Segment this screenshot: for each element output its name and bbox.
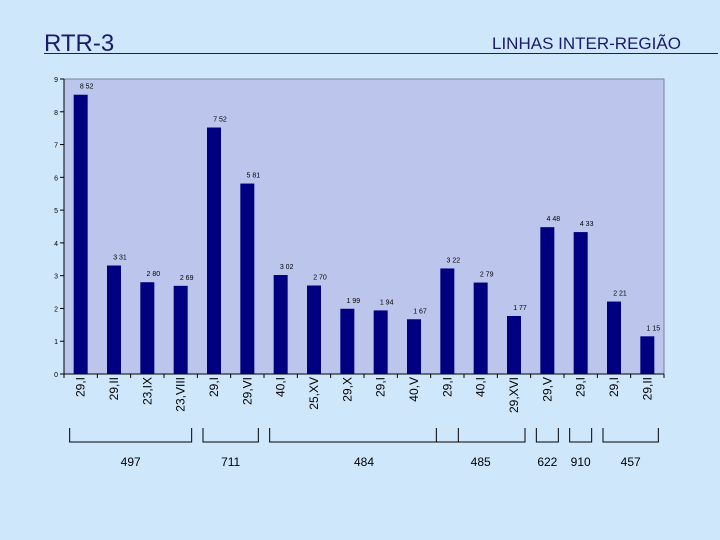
- y-tick-label: 4: [54, 241, 58, 248]
- bar: [307, 285, 321, 374]
- title-underline: [44, 53, 718, 54]
- bar-value-label: 1 77: [513, 305, 527, 312]
- bar: [373, 310, 388, 374]
- x-tick-label: 23,IX: [140, 377, 154, 405]
- y-tick-label: 2: [54, 306, 58, 313]
- x-tick-label: 29,X: [340, 377, 354, 402]
- group-bracket: [269, 428, 459, 443]
- group-bracket: [435, 428, 526, 443]
- bar-value-label: 2 80: [147, 271, 161, 278]
- bar-value-label: 5 81: [247, 173, 261, 180]
- y-tick-label: 0: [54, 372, 58, 379]
- group-total-label: 622: [537, 455, 557, 469]
- group-bracket: [569, 428, 593, 443]
- x-tick-label: 29,VI: [240, 377, 254, 405]
- bar: [340, 308, 355, 374]
- x-tick-label: 40,I: [474, 377, 488, 397]
- x-tick-label: 40,I: [274, 377, 288, 397]
- bar-value-label: 2 21: [613, 291, 627, 298]
- bar-value-label: 7 52: [213, 117, 227, 124]
- bar: [207, 127, 221, 374]
- bar-value-label: 8 52: [80, 84, 94, 91]
- bar: [440, 268, 455, 374]
- group-total-label: 910: [571, 455, 591, 469]
- bar: [607, 301, 621, 374]
- group-total-label: 484: [354, 455, 374, 469]
- plot-area: [63, 78, 665, 375]
- bar-value-label: 1 67: [413, 308, 427, 315]
- page-title: RTR-3: [44, 30, 115, 57]
- y-tick-label: 9: [54, 77, 58, 84]
- group-total-label: 457: [621, 455, 641, 469]
- bar-value-label: 1 99: [347, 298, 361, 305]
- bar-value-label: 3 02: [280, 264, 294, 271]
- y-tick-label: 5: [54, 208, 58, 215]
- y-tick-label: 1: [54, 339, 58, 346]
- y-tick-label: 8: [54, 110, 58, 117]
- bar-value-label: 4 48: [547, 216, 561, 223]
- x-tick-label: 23,VIII: [174, 377, 188, 412]
- y-tick-label: 7: [54, 143, 58, 150]
- x-tick-label: 29,I: [607, 377, 621, 397]
- bar: [107, 265, 121, 374]
- x-tick-label: 29,XVI: [507, 377, 521, 413]
- bar: [140, 282, 155, 374]
- x-tick-label: 25,XV: [307, 377, 321, 410]
- group-bracket: [69, 428, 193, 443]
- bar: [540, 227, 555, 374]
- bar: [473, 282, 488, 374]
- bar-value-label: 3 22: [447, 257, 461, 264]
- bar-value-label: 2 69: [180, 275, 194, 282]
- y-tick-label: 3: [54, 274, 58, 281]
- bar: [73, 94, 88, 374]
- bar: [273, 275, 288, 374]
- bar: [173, 285, 188, 374]
- bar-value-label: 4 33: [580, 221, 594, 228]
- group-total-label: 485: [471, 455, 491, 469]
- group-bracket: [535, 428, 559, 443]
- x-tick-label: 29,I: [74, 377, 88, 397]
- group-bracket: [602, 428, 659, 443]
- bar: [240, 183, 255, 374]
- bar-value-label: 1 94: [380, 299, 394, 306]
- page-subtitle: LINHAS INTER-REGIÃO: [492, 34, 681, 53]
- y-tick-label: 6: [54, 175, 58, 182]
- x-tick-label: 29,I: [440, 377, 454, 397]
- x-tick-label: 29,I: [207, 377, 221, 397]
- group-bracket: [202, 428, 259, 443]
- group-total-label: 497: [121, 455, 141, 469]
- bar: [407, 319, 421, 374]
- x-tick-label: 29,V: [540, 377, 554, 402]
- group-total-label: 711: [221, 455, 240, 469]
- bar-value-label: 2 79: [480, 272, 494, 279]
- x-tick-label: 29,I: [574, 377, 588, 397]
- bar: [507, 315, 521, 374]
- bar: [640, 336, 655, 374]
- bar-value-label: 2 70: [313, 275, 327, 282]
- bar-value-label: 1 15: [647, 325, 661, 332]
- x-tick-label: 29,II: [640, 377, 654, 400]
- bar: [573, 232, 588, 374]
- x-tick-label: 29,II: [107, 377, 121, 400]
- bar-value-label: 3 31: [113, 255, 127, 262]
- x-tick-label: 40,V: [407, 377, 421, 402]
- x-tick-label: 29,I: [374, 377, 388, 397]
